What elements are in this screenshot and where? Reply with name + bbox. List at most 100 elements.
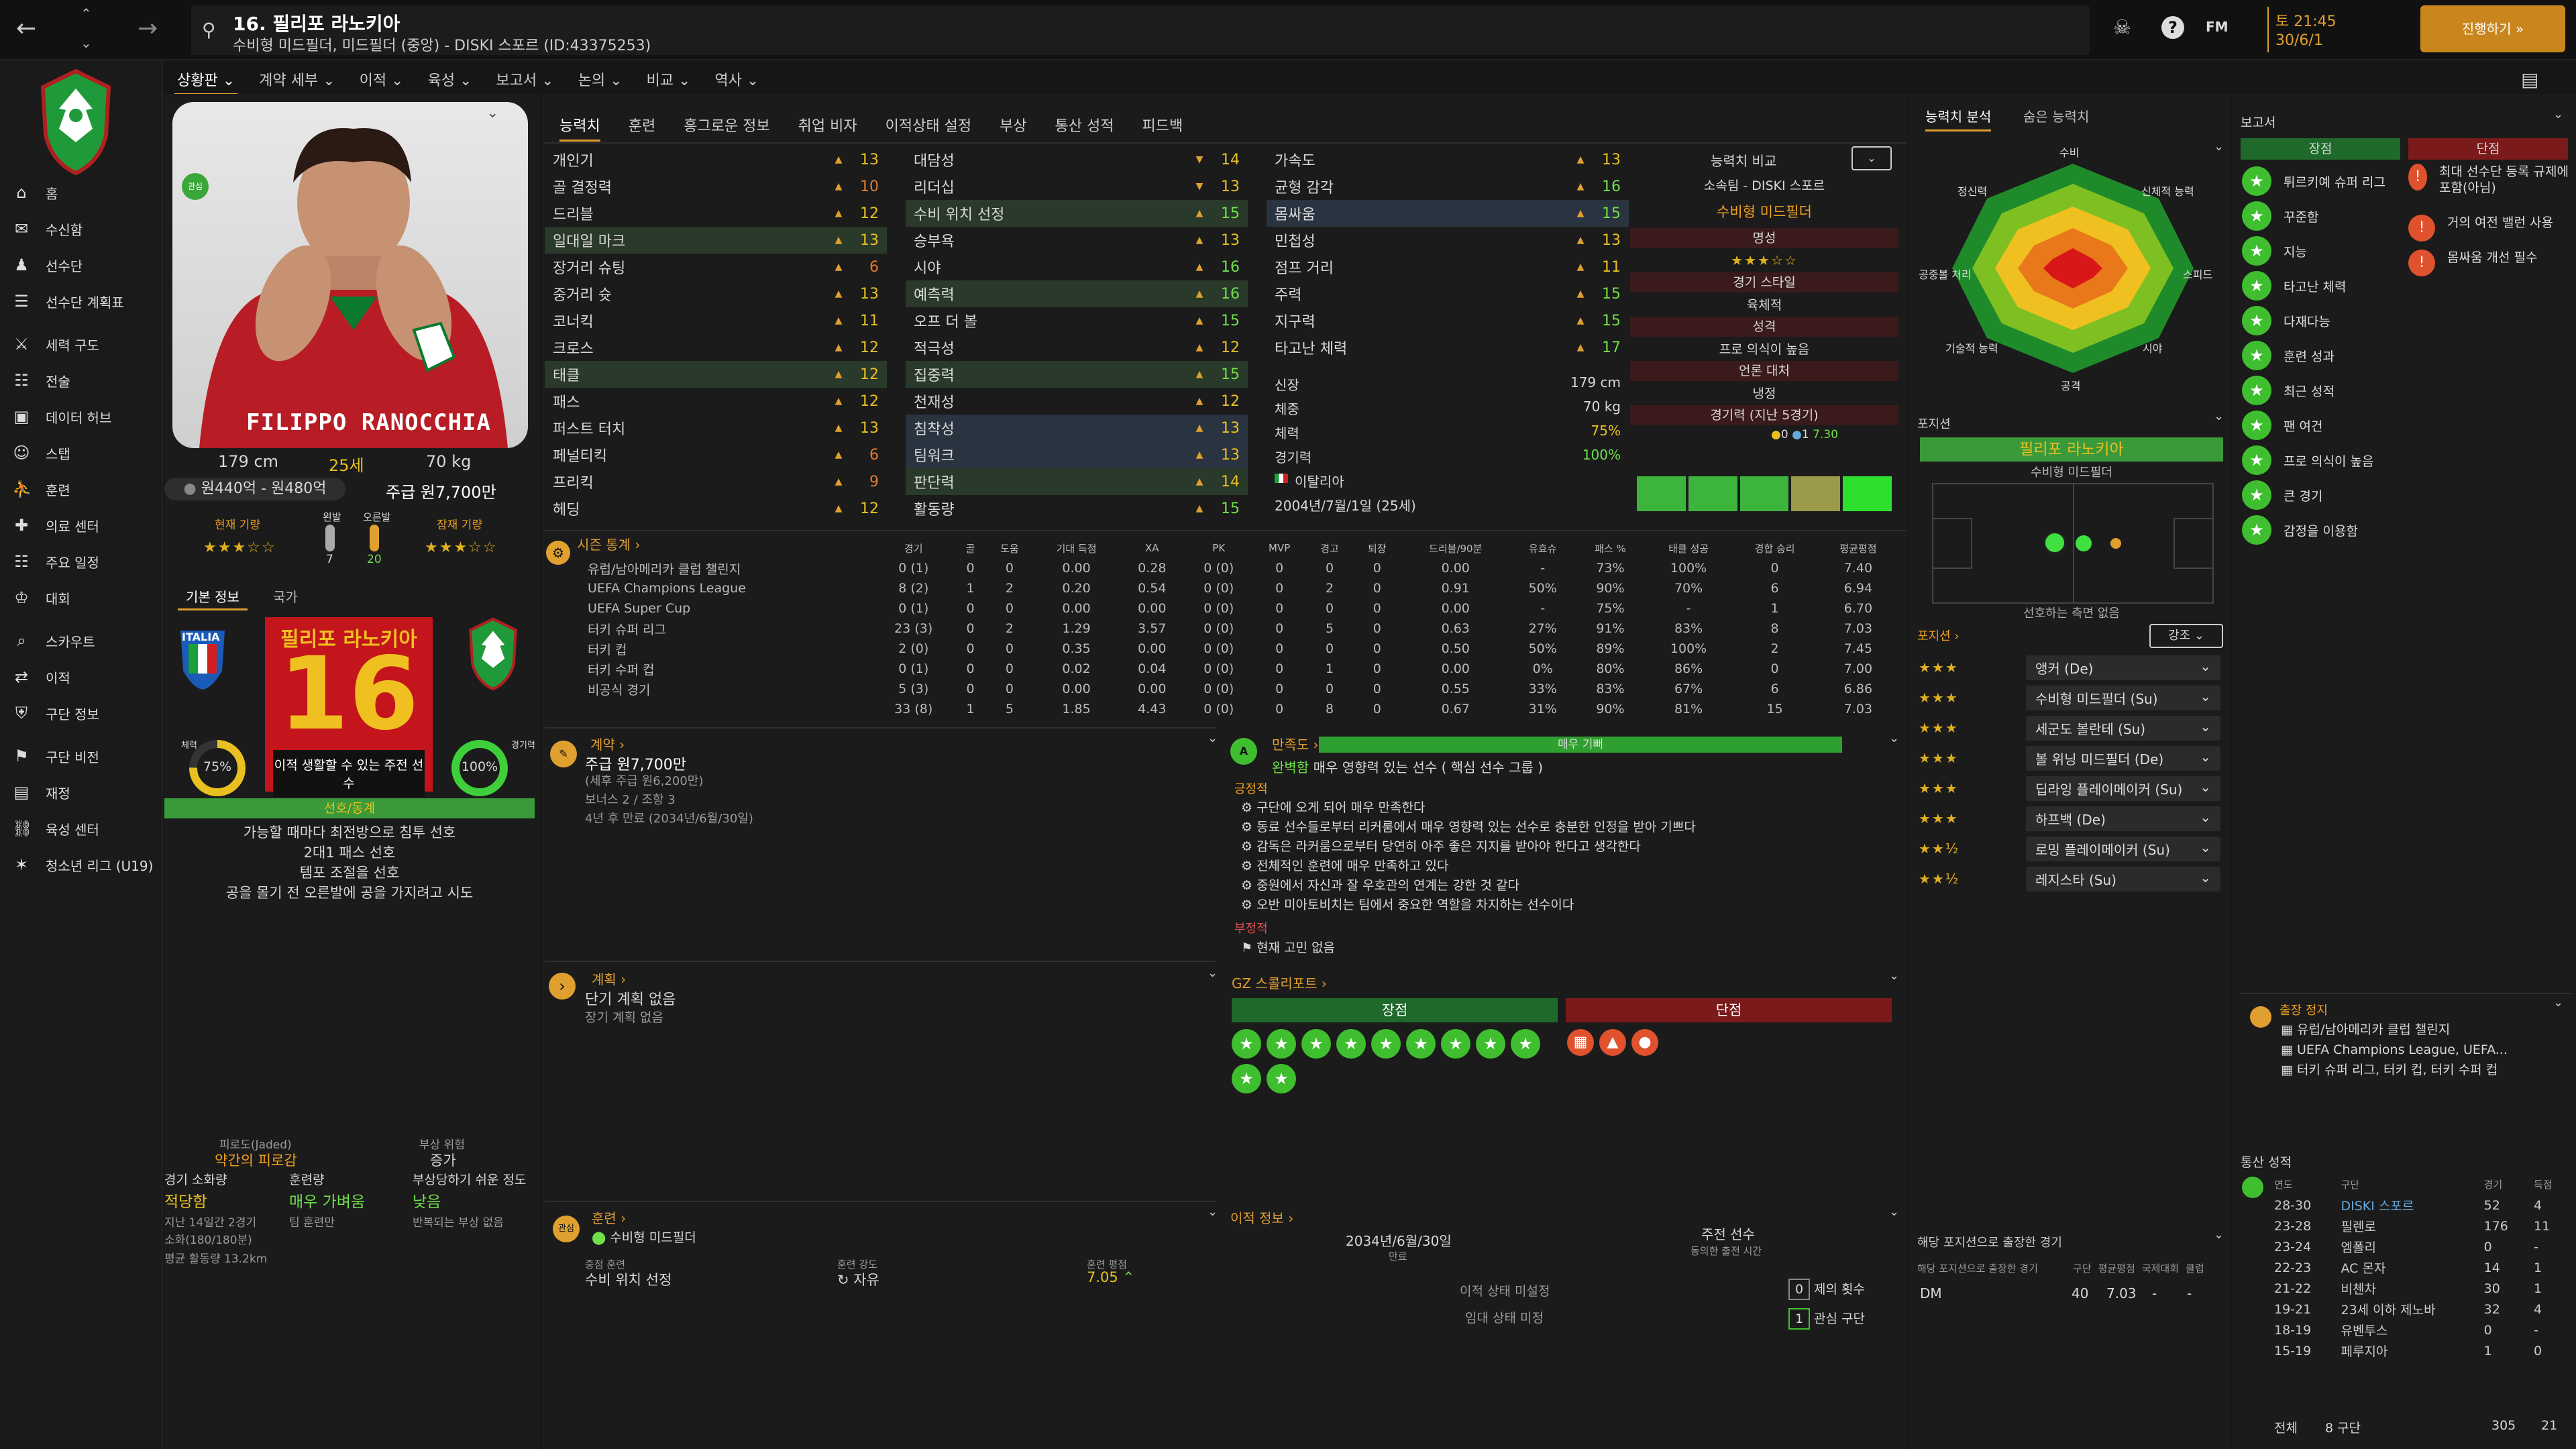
chevron-down-icon[interactable]: ⌄	[80, 35, 92, 51]
report-pro[interactable]: ★ 지능	[2242, 233, 2403, 268]
subnav-6[interactable]: 비교 ⌄	[646, 72, 691, 89]
contract-header[interactable]: 계약 ›	[590, 737, 625, 753]
target-icon[interactable]: ★	[1267, 1029, 1296, 1059]
positions-header[interactable]: 포지션 ›	[1917, 629, 1960, 643]
pencil-icon[interactable]: ★	[1301, 1029, 1331, 1059]
role-row[interactable]: ★★★ 볼 위닝 미드필더 (De) ⌄	[1919, 744, 2227, 772]
subnav-4[interactable]: 보고서 ⌄	[496, 72, 554, 89]
happiness-expand-icon[interactable]: ⌄	[1889, 731, 1900, 745]
role-dropdown[interactable]: 세군도 볼란테 (Su) ⌄	[2026, 715, 2220, 741]
role-row[interactable]: ★★★ 수비형 미드필더 (Su) ⌄	[1919, 684, 2227, 712]
flask-icon[interactable]: ★	[1267, 1064, 1296, 1093]
tab-attr-3[interactable]: 취업 비자	[798, 118, 857, 135]
report-con[interactable]: ! 최대 선수단 등록 규제에 포함(아님)	[2408, 164, 2573, 215]
subnav-0[interactable]: 상황판 ⌄	[174, 64, 238, 95]
continue-button[interactable]: 진행하기 »	[2420, 5, 2565, 52]
role-dropdown[interactable]: 레지스타 (Su) ⌄	[2026, 866, 2220, 892]
star-icon[interactable]: ★	[1232, 1029, 1261, 1059]
sidebar-item-plan[interactable]: ☰ 선수단 계획표	[0, 283, 163, 319]
forward-arrow-icon[interactable]: →	[138, 15, 158, 42]
bolt-icon[interactable]: ★	[1476, 1029, 1505, 1059]
role-dropdown[interactable]: 하프백 (De) ⌄	[2026, 806, 2220, 831]
tab-attr-4[interactable]: 이적상태 설정	[885, 118, 972, 135]
report-pro[interactable]: ★ 훈련 성과	[2242, 338, 2403, 373]
sidebar-item-training[interactable]: ⛹ 훈련	[0, 471, 163, 507]
report-expand-icon[interactable]: ⌄	[2553, 107, 2564, 121]
report-pro[interactable]: ★ 꾸준함	[2242, 199, 2403, 233]
ball-icon[interactable]: ★	[1406, 1029, 1436, 1059]
player-title-bar[interactable]: ⚲ 16. 필리포 라노키아 수비형 미드필더, 미드필더 (중앙) - DIS…	[191, 5, 2090, 55]
career-row[interactable]: 28-30 DISKI 스포르 52 4	[2267, 1195, 2569, 1216]
season-row[interactable]: 유럽/남아메리카 클럽 챌린지 0 (1) 0 0 0.00 0.28 0 (0) 0 0 0 0.…	[584, 558, 1898, 578]
career-row[interactable]: 18-19 유벤투스 0 -	[2267, 1320, 2569, 1340]
report-pro[interactable]: ★ 프로 의식이 높음	[2242, 443, 2403, 478]
sidebar-item-medical[interactable]: ✚ 의료 센터	[0, 507, 163, 543]
fm-menu[interactable]: FM	[2206, 19, 2229, 35]
tab-attr-2[interactable]: 흥그로운 정보	[684, 118, 770, 135]
plan-header[interactable]: 계획 ›	[592, 971, 627, 987]
sidebar-item-development[interactable]: ⛓ 육성 센터	[0, 810, 163, 847]
career-row[interactable]: 23-28 필렌로 176 11	[2267, 1216, 2569, 1236]
season-row[interactable]: 터키 슈퍼 리그 23 (3) 0 2 1.29 3.57 0 (0) 0 5 0 0.63 27% 9…	[584, 619, 1898, 639]
season-row[interactable]: UEFA Super Cup 0 (1) 0 0 0.00 0.00 0 (0) 0 0 0 0.0…	[584, 598, 1898, 619]
tab-attr-0[interactable]: 능력치	[559, 114, 600, 142]
help-icon[interactable]: ?	[2161, 16, 2184, 39]
role-row[interactable]: ★★½ 로밍 플레이메이커 (Su) ⌄	[1919, 835, 2227, 863]
search-icon[interactable]: ⚲	[202, 19, 216, 41]
tab-basic-info[interactable]: 기본 정보	[178, 584, 248, 610]
sidebar-item-club[interactable]: ⛨ 구단 정보	[0, 695, 163, 731]
subnav-7[interactable]: 역사 ⌄	[714, 72, 759, 89]
sidebar-item-finance[interactable]: ▤ 재정	[0, 774, 163, 810]
foot-icon[interactable]: ▲	[1599, 1029, 1626, 1056]
season-row[interactable]: 비공식 경기 5 (3) 0 0 0.00 0.00 0 (0) 0 0 0 0.55 33% 83% 6…	[584, 679, 1898, 699]
sidebar-item-youth[interactable]: ✶ 청소년 리그 (U19)	[0, 847, 163, 883]
scout-expand-icon[interactable]: ⌄	[1889, 969, 1900, 983]
transfer-info-header[interactable]: 이적 정보 ›	[1230, 1210, 1294, 1226]
role-dropdown[interactable]: 수비형 미드필더 (Su) ⌄	[2026, 685, 2220, 710]
tab-attr-1[interactable]: 훈련	[628, 118, 656, 135]
layout-icon[interactable]: ▤	[2521, 68, 2539, 91]
sidebar-item-vision[interactable]: ⚑ 구단 비전	[0, 738, 163, 774]
sidebar-item-data[interactable]: ▣ 데이터 허브	[0, 398, 163, 435]
ability-expand-icon[interactable]: ⌄	[2214, 140, 2224, 154]
expand-icon[interactable]: ⌄	[486, 105, 499, 121]
career-row[interactable]: 19-21 23세 이하 제노바 32 4	[2267, 1299, 2569, 1320]
tab-nation[interactable]: 국가	[273, 589, 298, 605]
season-stats-header[interactable]: 시즌 통계 ›	[577, 537, 641, 553]
position-expand-icon[interactable]: ⌄	[2214, 409, 2224, 423]
wave-icon[interactable]: ★	[1441, 1029, 1470, 1059]
strength-icon[interactable]: ●	[1631, 1029, 1658, 1056]
tab-attr-6[interactable]: 통산 성적	[1055, 118, 1114, 135]
highlight-dropdown[interactable]: 강조 ⌄	[2149, 624, 2223, 648]
role-dropdown[interactable]: 로밍 플레이메이커 (Su) ⌄	[2026, 836, 2220, 861]
season-row[interactable]: UEFA Champions League 8 (2) 1 2 0.20 0.54 0 (0…	[584, 578, 1898, 598]
report-con[interactable]: ! 몸싸움 개선 필수	[2408, 250, 2573, 284]
role-dropdown[interactable]: 앵커 (De) ⌄	[2026, 655, 2220, 680]
career-row[interactable]: 15-19 페루지아 1 0	[2267, 1340, 2569, 1361]
role-dropdown[interactable]: 볼 위닝 미드필더 (De) ⌄	[2026, 745, 2220, 771]
report-pro[interactable]: ★ 팬 여건	[2242, 408, 2403, 443]
sidebar-item-dynamics[interactable]: ⚔ 세력 구도	[0, 326, 163, 362]
report-pro[interactable]: ★ 감정을 이용함	[2242, 513, 2403, 547]
sidebar-item-inbox[interactable]: ✉ 수신함	[0, 211, 163, 247]
role-row[interactable]: ★★★ 앵커 (De) ⌄	[1919, 653, 2227, 682]
subnav-3[interactable]: 육성 ⌄	[427, 72, 472, 89]
chevron-up-icon[interactable]: ⌃	[80, 5, 92, 21]
report-con[interactable]: ! 거의 여전 밸런 사용	[2408, 215, 2573, 250]
transfer-expand-icon[interactable]: ⌄	[1889, 1205, 1900, 1219]
registration-icon[interactable]: ▦	[1567, 1029, 1594, 1056]
shield-icon[interactable]: ★	[1511, 1029, 1540, 1059]
career-row[interactable]: 22-23 AC 몬자 14 1	[2267, 1257, 2569, 1278]
report-pro[interactable]: ★ 타고난 체력	[2242, 268, 2403, 303]
sidebar-item-home[interactable]: ⌂ 홈	[0, 174, 163, 211]
role-row[interactable]: ★★½ 레지스타 (Su) ⌄	[1919, 865, 2227, 893]
sidebar-item-squad[interactable]: ♟ 선수단	[0, 247, 163, 283]
tab-hidden-attributes[interactable]: 숨은 능력치	[2023, 109, 2090, 125]
career-row[interactable]: 23-24 엠폴리 0 -	[2267, 1236, 2569, 1257]
scout-report-header[interactable]: GZ 스콜리포트 ›	[1232, 975, 1327, 991]
role-row[interactable]: ★★★ 하프백 (De) ⌄	[1919, 804, 2227, 833]
skull-icon[interactable]: ☠	[2113, 16, 2131, 40]
career-row[interactable]: 21-22 비첸차 30 1	[2267, 1278, 2569, 1299]
tab-attr-5[interactable]: 부상	[1000, 118, 1027, 135]
report-pro[interactable]: ★ 튀르키예 슈퍼 리그	[2242, 164, 2403, 199]
